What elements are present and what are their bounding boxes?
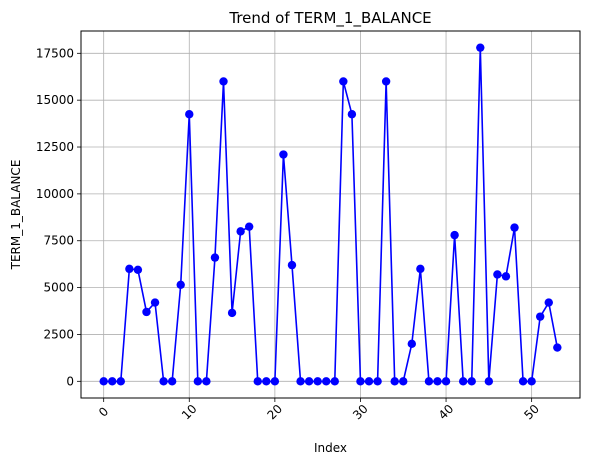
data-point	[416, 264, 425, 274]
data-point	[219, 77, 228, 86]
data-point	[313, 377, 322, 386]
data-point	[227, 308, 237, 318]
data-point	[399, 377, 408, 386]
data-point	[236, 227, 245, 236]
data-point	[373, 377, 382, 386]
data-point	[493, 270, 502, 279]
data-point	[433, 377, 442, 386]
series-line	[99, 43, 562, 386]
y-axis: 0 2500 5000 7500 10000 12500 15000 17500	[36, 46, 81, 388]
grid-lines	[81, 31, 580, 398]
data-point	[553, 343, 562, 352]
data-point	[304, 377, 314, 386]
y-axis-label: TERM_1_BALANCE	[9, 160, 23, 271]
data-point	[167, 377, 177, 386]
data-point	[142, 307, 151, 317]
data-point	[424, 377, 434, 386]
data-point	[510, 223, 519, 232]
data-point	[484, 377, 494, 386]
y-tick-label: 10000	[36, 187, 74, 201]
data-point	[458, 377, 468, 386]
data-point	[159, 377, 168, 386]
data-point	[176, 280, 185, 289]
data-point	[501, 272, 511, 281]
data-point	[536, 312, 545, 321]
chart-title: Trend of TERM_1_BALANCE	[228, 9, 431, 28]
y-tick-label: 17500	[36, 46, 74, 60]
data-point	[108, 377, 117, 386]
data-point	[133, 265, 143, 274]
data-point	[253, 377, 262, 386]
data-point	[193, 377, 203, 386]
data-point	[407, 339, 417, 349]
data-point	[441, 377, 451, 386]
data-point	[356, 377, 365, 386]
data-point	[381, 77, 391, 86]
data-point	[364, 377, 374, 386]
data-point	[518, 377, 528, 386]
y-tick-label: 12500	[36, 140, 74, 154]
data-point	[296, 377, 305, 386]
data-point	[270, 377, 280, 386]
y-tick-label: 7500	[43, 234, 74, 248]
data-point	[390, 377, 399, 386]
data-point	[467, 377, 476, 386]
data-point	[330, 377, 339, 386]
plot-frame	[80, 30, 581, 399]
x-axis-label: Index	[314, 441, 347, 455]
data-point	[476, 43, 485, 52]
y-tick-label: 0	[66, 374, 74, 388]
data-point	[185, 110, 194, 119]
data-point	[339, 77, 348, 86]
y-tick-label: 15000	[36, 93, 74, 107]
y-tick-label: 2500	[43, 327, 74, 341]
data-point	[210, 253, 220, 262]
y-tick-label: 5000	[43, 281, 74, 295]
data-point	[262, 377, 271, 386]
data-point	[279, 150, 288, 159]
data-point	[125, 264, 134, 274]
data-point	[322, 377, 331, 386]
data-point	[544, 298, 553, 307]
data-point	[527, 377, 536, 386]
data-point	[202, 377, 211, 386]
data-point	[287, 260, 297, 270]
series-polyline	[103, 46, 559, 383]
data-point	[150, 298, 160, 307]
data-point	[450, 230, 459, 240]
data-point	[99, 377, 108, 386]
data-point	[347, 110, 357, 119]
data-point	[116, 377, 126, 386]
data-point	[244, 222, 254, 231]
